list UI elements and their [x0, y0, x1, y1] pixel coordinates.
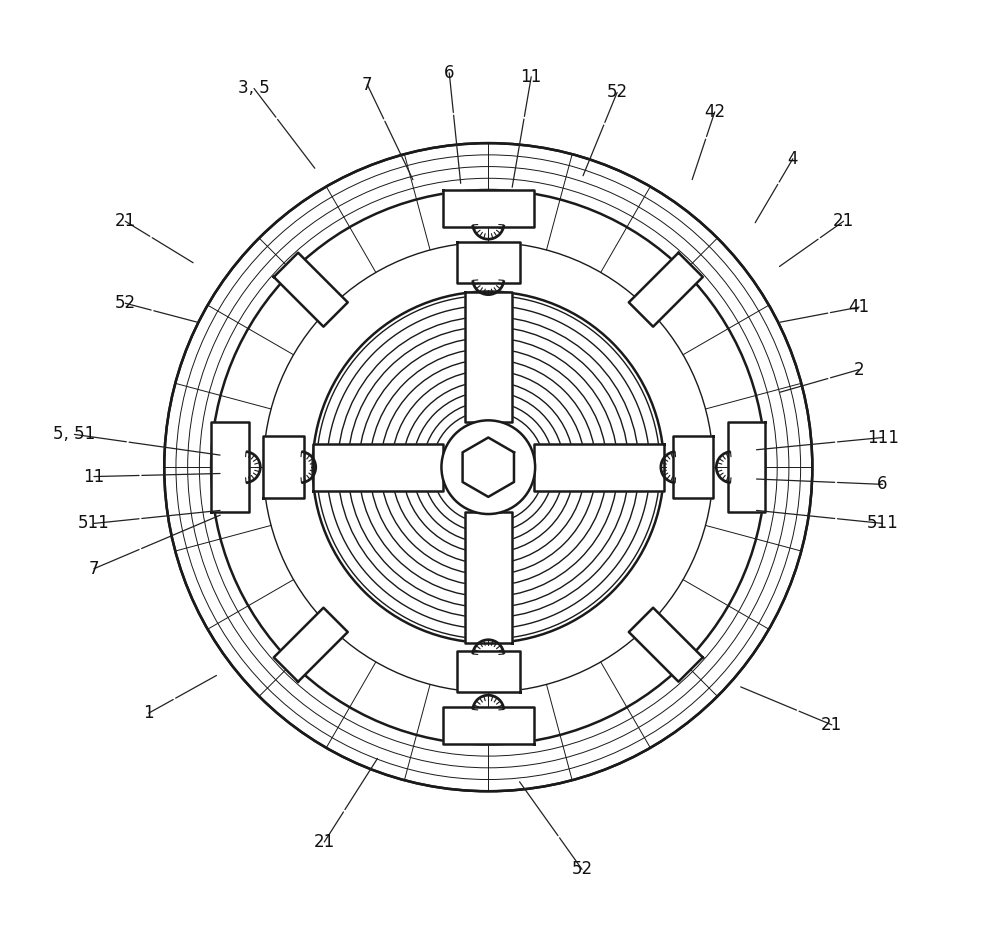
Polygon shape [313, 444, 443, 490]
Text: 11: 11 [521, 67, 542, 86]
Text: 41: 41 [849, 298, 870, 316]
Polygon shape [673, 436, 713, 499]
Polygon shape [443, 190, 534, 227]
Text: 11: 11 [83, 467, 105, 485]
Polygon shape [534, 444, 664, 490]
Text: 1: 1 [143, 704, 154, 722]
Polygon shape [443, 707, 534, 745]
Text: 42: 42 [704, 103, 725, 121]
Polygon shape [728, 422, 765, 512]
Polygon shape [263, 436, 304, 499]
Polygon shape [211, 422, 249, 512]
Text: 6: 6 [444, 64, 454, 82]
Text: 21: 21 [314, 833, 335, 851]
Text: 21: 21 [833, 212, 854, 230]
Text: 111: 111 [867, 428, 899, 446]
Text: 52: 52 [607, 84, 628, 102]
Polygon shape [274, 253, 348, 327]
Polygon shape [463, 438, 514, 497]
Polygon shape [629, 608, 703, 682]
Text: 7: 7 [89, 560, 99, 578]
Polygon shape [274, 608, 348, 682]
Text: 3, 5: 3, 5 [238, 80, 270, 98]
Polygon shape [457, 242, 520, 283]
Text: 511: 511 [867, 514, 898, 532]
Circle shape [441, 420, 535, 514]
Polygon shape [465, 292, 512, 422]
Circle shape [313, 292, 664, 643]
Polygon shape [629, 253, 703, 327]
Text: 5, 51: 5, 51 [53, 426, 96, 444]
Polygon shape [465, 512, 512, 643]
Circle shape [164, 143, 812, 791]
Text: 21: 21 [115, 212, 136, 230]
Text: 52: 52 [115, 294, 136, 313]
Text: 2: 2 [854, 361, 864, 379]
Text: 52: 52 [571, 861, 593, 879]
Text: 511: 511 [78, 514, 110, 532]
Polygon shape [457, 652, 520, 692]
Text: 7: 7 [362, 76, 373, 94]
Text: 6: 6 [877, 475, 888, 493]
Text: 21: 21 [821, 716, 842, 733]
Text: 4: 4 [788, 150, 798, 168]
